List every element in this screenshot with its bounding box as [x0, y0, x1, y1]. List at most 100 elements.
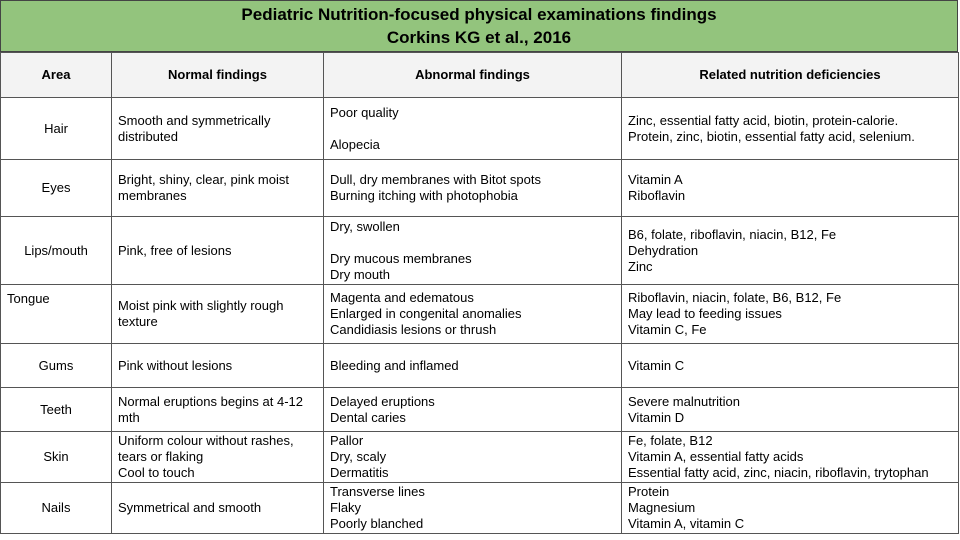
table-row: Lips/mouth Pink, free of lesions Dry, swol…	[0, 216, 959, 285]
deficiencies-line: May lead to feeding issues	[628, 306, 782, 321]
abnormal-cell: Delayed eruptions Dental caries	[323, 387, 622, 432]
normal-line: texture	[118, 314, 158, 329]
normal-cell: Normal eruptions begins at 4-12 mth	[111, 387, 324, 432]
deficiencies-line: B6, folate, riboflavin, niacin, B12, Fe	[628, 226, 837, 242]
area-cell: Teeth	[0, 387, 112, 432]
title-line-1: Pediatric Nutrition-focused physical exa…	[241, 5, 717, 24]
deficiencies-cell: Severe malnutrition Vitamin D	[621, 387, 959, 432]
table-row: Eyes Bright, shiny, clear, pink moist memb…	[0, 159, 959, 217]
deficiencies-line: Riboflavin	[628, 188, 686, 203]
area-cell: Gums	[0, 343, 112, 388]
deficiencies-line: Dehydration	[628, 242, 699, 258]
deficiencies-line: Vitamin C, Fe	[628, 322, 707, 337]
table-row: Nails Symmetrical and smooth Transverse li…	[0, 482, 959, 534]
header-abnormal-findings: Abnormal findings	[323, 52, 622, 98]
deficiencies-line: Fe, folate, B12	[628, 433, 713, 448]
header-row: Area Normal findings Abnormal findings R…	[0, 52, 959, 98]
abnormal-line: Dry mouth	[330, 266, 390, 282]
area-cell: Tongue	[0, 284, 112, 344]
normal-line: Uniform colour without rashes,	[118, 433, 294, 448]
table-title: Pediatric Nutrition-focused physical exa…	[0, 0, 958, 52]
area-cell: Skin	[0, 431, 112, 483]
deficiencies-cell: Protein Magnesium Vitamin A, vitamin C	[621, 482, 959, 534]
normal-line: tears or flaking	[118, 449, 204, 464]
abnormal-line: Poor quality	[330, 104, 399, 120]
deficiencies-line: Essential fatty acid, zinc, niacin, ribo…	[628, 465, 929, 480]
area-cell: Nails	[0, 482, 112, 534]
normal-line: Moist pink with slightly rough	[118, 298, 284, 313]
normal-line: Smooth and symmetrically	[118, 112, 271, 128]
normal-cell: Uniform colour without rashes, tears or f…	[111, 431, 324, 483]
normal-cell: Bright, shiny, clear, pink moist membrane…	[111, 159, 324, 217]
abnormal-line: Flaky	[330, 500, 362, 515]
normal-cell: Pink, free of lesions	[111, 216, 324, 285]
deficiencies-line: Protein	[628, 484, 670, 499]
normal-line: Pink, free of lesions	[118, 242, 232, 258]
normal-cell: Smooth and symmetrically distributed	[111, 97, 324, 160]
deficiencies-cell: Vitamin C	[621, 343, 959, 388]
normal-line: Normal eruptions begins at 4-12	[118, 393, 303, 409]
header-area: Area	[0, 52, 112, 98]
abnormal-cell: Dull, dry membranes with Bitot spots Burn…	[323, 159, 622, 217]
header-related-deficiencies: Related nutrition deficiencies	[621, 52, 959, 98]
abnormal-line: Alopecia	[330, 136, 380, 152]
deficiencies-cell: Zinc, essential fatty acid, biotin, prot…	[621, 97, 959, 160]
table-row: Tongue Moist pink with slightly rough text…	[0, 284, 959, 344]
abnormal-line: Dry, scaly	[330, 449, 387, 464]
area-cell: Hair	[0, 97, 112, 160]
abnormal-cell: Bleeding and inflamed	[323, 343, 622, 388]
normal-line: Symmetrical and smooth	[118, 500, 262, 515]
abnormal-line: Candidiasis lesions or thrush	[330, 322, 497, 337]
abnormal-line: Dry mucous membranes	[330, 250, 472, 266]
abnormal-line: Poorly blanched	[330, 516, 424, 531]
abnormal-line: Dermatitis	[330, 465, 389, 480]
deficiencies-line: Protein, zinc, biotin, essential fatty a…	[628, 128, 915, 144]
abnormal-line: Enlarged in congenital anomalies	[330, 306, 522, 321]
abnormal-line: Bleeding and inflamed	[330, 357, 459, 373]
abnormal-line	[330, 121, 615, 137]
abnormal-cell: Magenta and edematous Enlarged in congeni…	[323, 284, 622, 344]
normal-line: Bright, shiny, clear, pink moist	[118, 172, 289, 187]
abnormal-cell: Poor quality Alopecia	[323, 97, 622, 160]
abnormal-line: Dry, swollen	[330, 218, 400, 234]
abnormal-line: Delayed eruptions	[330, 393, 435, 409]
deficiencies-line: Vitamin C	[628, 357, 685, 373]
deficiencies-cell: Fe, folate, B12 Vitamin A, essential fatt…	[621, 431, 959, 483]
deficiencies-cell: B6, folate, riboflavin, niacin, B12, Fe D…	[621, 216, 959, 285]
table-row: Hair Smooth and symmetrically distributed P…	[0, 97, 959, 160]
abnormal-cell: Pallor Dry, scaly Dermatitis	[323, 431, 622, 483]
deficiencies-line: Vitamin A, essential fatty acids	[628, 449, 804, 464]
abnormal-line: Dull, dry membranes with Bitot spots	[330, 172, 541, 187]
normal-cell: Moist pink with slightly rough texture	[111, 284, 324, 344]
area-cell: Lips/mouth	[0, 216, 112, 285]
normal-cell: Pink without lesions	[111, 343, 324, 388]
deficiencies-cell: Vitamin A Riboflavin	[621, 159, 959, 217]
normal-line: membranes	[118, 188, 187, 203]
abnormal-line: Dental caries	[330, 409, 406, 425]
deficiencies-line: Severe malnutrition	[628, 393, 740, 409]
abnormal-line: Magenta and edematous	[330, 290, 474, 305]
deficiencies-line: Vitamin A, vitamin C	[628, 516, 745, 531]
deficiencies-line: Vitamin A	[628, 172, 683, 187]
normal-cell: Symmetrical and smooth	[111, 482, 324, 534]
abnormal-cell: Dry, swollen Dry mucous membranes Dry mout…	[323, 216, 622, 285]
abnormal-line: Pallor	[330, 433, 364, 448]
title-line-2: Corkins KG et al., 2016	[386, 28, 572, 47]
abnormal-cell: Transverse lines Flaky Poorly blanched	[323, 482, 622, 534]
normal-line: mth	[118, 409, 140, 425]
table-row: Gums Pink without lesions Bleeding and inf…	[0, 343, 959, 388]
deficiencies-line: Zinc	[628, 258, 653, 274]
abnormal-line: Burning itching with photophobia	[330, 188, 518, 203]
normal-line: Cool to touch	[118, 465, 195, 480]
table-row: Skin Uniform colour without rashes, tears …	[0, 431, 959, 483]
abnormal-line	[330, 235, 615, 251]
deficiencies-line: Zinc, essential fatty acid, biotin, prot…	[628, 112, 899, 128]
normal-line: Pink without lesions	[118, 357, 233, 373]
deficiencies-line: Riboflavin, niacin, folate, B6, B12, Fe	[628, 290, 842, 305]
table-row: Teeth Normal eruptions begins at 4-12 mth D…	[0, 387, 959, 432]
area-cell: Eyes	[0, 159, 112, 217]
deficiencies-line: Vitamin D	[628, 409, 685, 425]
deficiencies-line: Magnesium	[628, 500, 696, 515]
abnormal-line: Transverse lines	[330, 484, 425, 499]
normal-line: distributed	[118, 128, 178, 144]
